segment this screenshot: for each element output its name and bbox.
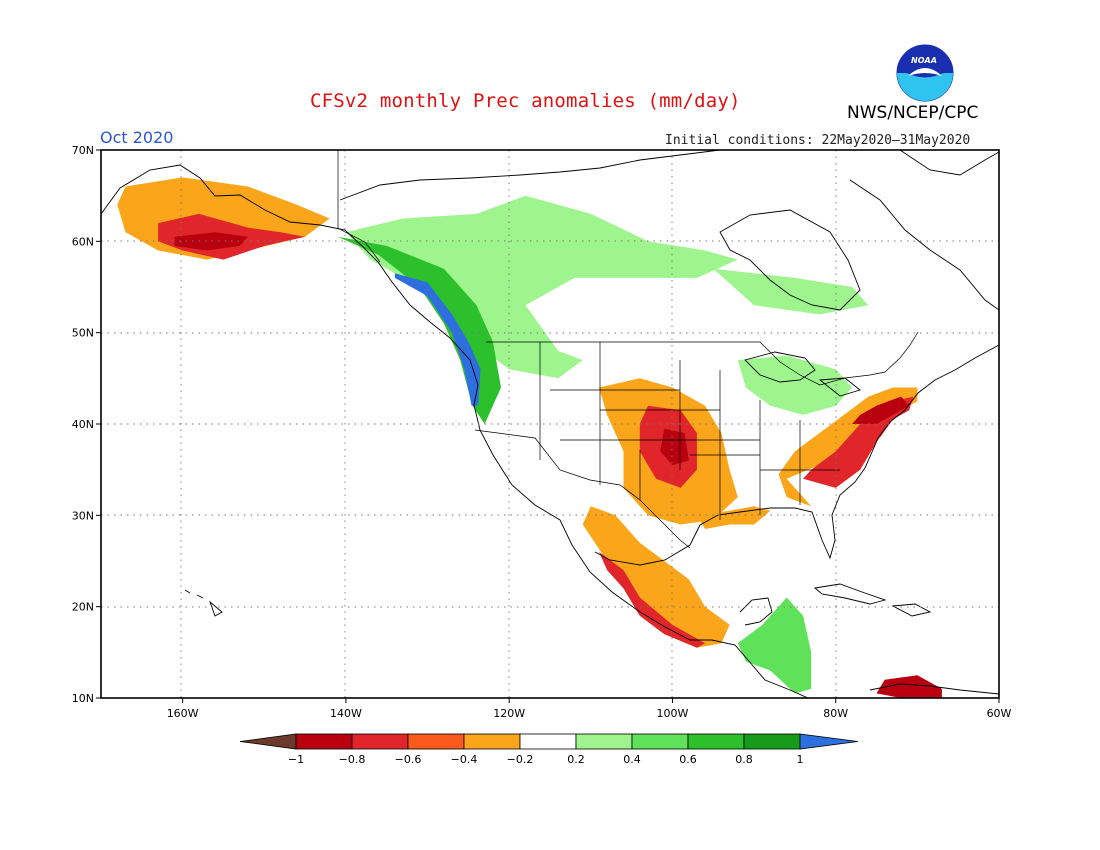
colorbar-label: 1	[797, 753, 804, 766]
grid-lines	[101, 150, 999, 698]
colorbar-label: −1	[288, 753, 304, 766]
anomaly-region-quebec	[713, 268, 869, 315]
lon-tick-label: 100W	[657, 707, 689, 720]
yucatan-coastline	[739, 597, 773, 626]
arctic-coast	[339, 150, 721, 201]
colorbar-label: −0.4	[451, 753, 478, 766]
colorbar-swatch	[407, 733, 465, 750]
forecast-period: Oct 2020	[100, 128, 174, 147]
noaa-logo-icon	[896, 44, 954, 102]
cuba	[813, 583, 887, 605]
colorbar-label: 0.6	[679, 753, 697, 766]
colorbar-swatch	[519, 733, 577, 750]
colorbar-low-arrow	[239, 733, 297, 750]
us-canada-border	[486, 331, 919, 386]
colorbar-swatch	[575, 733, 633, 750]
north-america-coastline	[101, 164, 809, 698]
us-mexico-border	[474, 429, 691, 549]
hispaniola	[891, 603, 932, 617]
anomaly-region-mexico-west	[599, 551, 706, 648]
lon-tick-label: 60W	[987, 707, 1012, 720]
anomaly-layer	[117, 177, 942, 698]
anomaly-region-great-lakes	[737, 355, 853, 415]
noaa-logo-text: NOAA	[911, 56, 937, 65]
labrador-coast	[849, 179, 999, 311]
lat-tick-label: 40N	[72, 418, 94, 431]
colorbar-label: 0.4	[623, 753, 641, 766]
colorbar-label: −0.2	[507, 753, 534, 766]
colorbar-label: 0.2	[567, 753, 585, 766]
lon-tick-label: 80W	[823, 707, 848, 720]
anomaly-region-bc-coast	[337, 236, 501, 424]
hudson-bay	[719, 209, 861, 311]
lon-tick-label: 140W	[330, 707, 362, 720]
greenland-edge	[899, 150, 999, 176]
anomaly-region-mexico	[582, 506, 730, 648]
anomaly-region-caribbean-south	[876, 675, 942, 698]
colorbar-label: −0.6	[395, 753, 422, 766]
noaa-logo: NOAA	[896, 44, 954, 102]
anomaly-region-central-america	[737, 597, 812, 694]
colorbar-swatch	[351, 733, 409, 750]
alaska-canada-border	[337, 150, 381, 263]
anomaly-region-gulf-coast	[696, 506, 771, 529]
colorbar-swatch	[463, 733, 521, 750]
lat-tick-label: 70N	[72, 144, 94, 157]
lon-tick-label: 160W	[167, 707, 199, 720]
colorbar-swatch	[743, 733, 801, 750]
great-lakes-outline	[744, 351, 861, 397]
colorbar-swatch	[631, 733, 689, 750]
anomaly-region-east-coast	[803, 396, 914, 488]
colorbar-swatch	[687, 733, 745, 750]
colorbar-label: 0.8	[735, 753, 753, 766]
lat-tick-label: 50N	[72, 327, 94, 340]
lon-tick-label: 120W	[493, 707, 525, 720]
lat-tick-label: 60N	[72, 235, 94, 248]
lat-tick-label: 30N	[72, 509, 94, 522]
colorbar: −1 −0.8 −0.6 −0.4 −0.2 0.2 0.4 0.6 0.8 1	[239, 733, 859, 766]
anomaly-region-northeast-core	[852, 396, 910, 424]
chart-title: CFSv2 monthly Prec anomalies (mm/day)	[310, 90, 741, 112]
anomaly-region-pnw-coast	[394, 273, 481, 406]
agency-label: NWS/NCEP/CPC	[847, 103, 979, 123]
anomaly-region-yukon-bc	[345, 195, 738, 379]
lat-tick-label: 10N	[72, 692, 94, 705]
coastlines	[101, 150, 999, 698]
political-boundaries	[337, 150, 919, 549]
initial-conditions: Initial conditions: 22May2020–31May2020	[665, 133, 971, 148]
lat-tick-label: 20N	[72, 601, 94, 614]
colorbar-label: −0.8	[339, 753, 366, 766]
gulf-coastline	[594, 344, 999, 566]
anomaly-region-plains-center	[660, 428, 689, 466]
south-america-coast	[869, 683, 999, 695]
map-axes: 70N 60N 50N 40N 30N 20N 10N 160W 140W 120W 100W 80W…	[72, 144, 1012, 720]
colorbar-swatch	[295, 733, 353, 750]
hawaii	[184, 589, 223, 617]
anomaly-region-alaska-core	[174, 232, 248, 251]
colorbar-high-arrow	[799, 733, 859, 750]
state-lines	[539, 342, 840, 520]
